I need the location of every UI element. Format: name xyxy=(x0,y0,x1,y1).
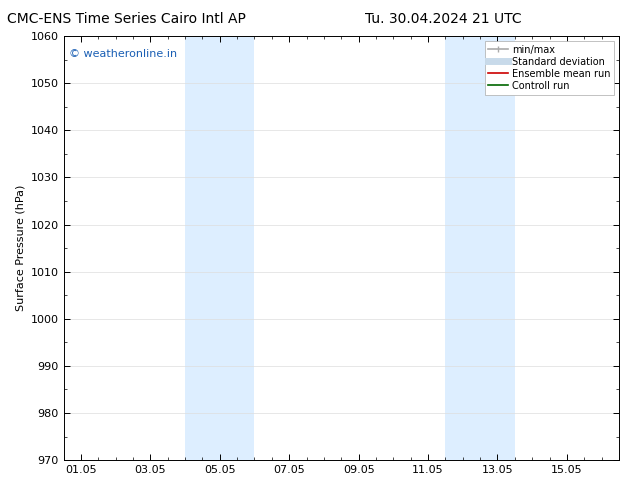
Legend: min/max, Standard deviation, Ensemble mean run, Controll run: min/max, Standard deviation, Ensemble me… xyxy=(484,41,614,95)
Y-axis label: Surface Pressure (hPa): Surface Pressure (hPa) xyxy=(15,185,25,311)
Text: © weatheronline.in: © weatheronline.in xyxy=(69,49,178,59)
Text: CMC-ENS Time Series Cairo Intl AP: CMC-ENS Time Series Cairo Intl AP xyxy=(8,12,246,26)
Bar xyxy=(446,36,515,460)
Text: Tu. 30.04.2024 21 UTC: Tu. 30.04.2024 21 UTC xyxy=(365,12,522,26)
Bar xyxy=(185,36,254,460)
